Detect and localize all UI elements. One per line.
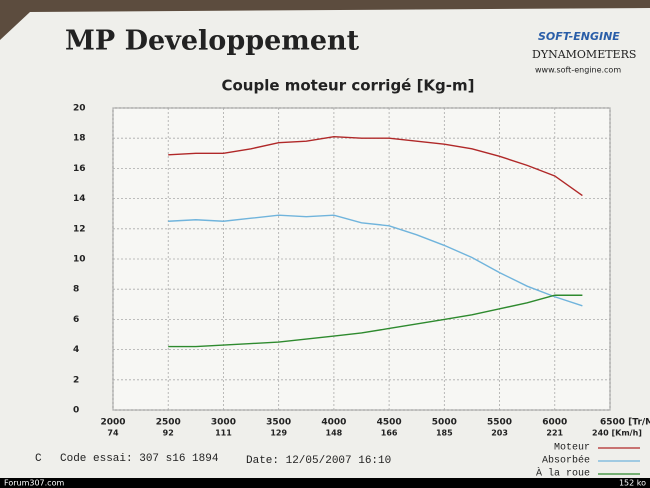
x-tick-speed: 111 <box>215 429 232 438</box>
x-tick-label: 3500 <box>266 418 291 428</box>
x-tick-speed: 203 <box>491 429 508 438</box>
x-tick-label: 2000 <box>100 418 125 428</box>
website: www.soft-engine.com <box>535 66 621 75</box>
y-tick-label: 20 <box>73 104 86 114</box>
y-tick-label: 14 <box>73 194 86 204</box>
data-line <box>168 294 583 348</box>
x-tick-label: 4000 <box>321 418 346 428</box>
x-tick-speed: 148 <box>326 429 343 438</box>
watermark-right: 152 ko <box>619 479 646 488</box>
x-tick-label: 5500 <box>487 418 512 428</box>
footer-code: Code essai: 307 s16 1894 <box>60 453 219 465</box>
footer-date: Date: 12/05/2007 16:10 <box>246 455 391 467</box>
y-tick-label: 8 <box>73 285 79 295</box>
x-tick-speed: 166 <box>381 429 398 438</box>
x-tick-label: 2500 <box>156 418 181 428</box>
y-tick-label: 6 <box>73 315 79 325</box>
logo-subtitle: DYNAMOMETERS <box>532 48 636 61</box>
data-line <box>168 135 583 197</box>
x-tick-speed: 185 <box>436 429 453 438</box>
y-tick-label: 2 <box>73 375 79 385</box>
x-tick-speed: 74 <box>107 429 119 438</box>
header-title: MP Developpement <box>65 26 360 57</box>
y-tick-label: 4 <box>73 345 79 355</box>
data-line <box>168 214 583 307</box>
x-tick-label: 6000 <box>542 418 567 428</box>
x-tick-speed: 129 <box>270 429 287 438</box>
chart-title: Couple moteur corrigé [Kg-m] <box>221 77 474 95</box>
y-tick-label: 12 <box>73 224 86 234</box>
y-tick-label: 0 <box>73 406 79 416</box>
y-tick-label: 18 <box>73 134 86 144</box>
x-tick-label: 5000 <box>432 418 457 428</box>
legend-label: À la roue <box>536 466 590 480</box>
legend-label: Absorbée <box>542 455 590 467</box>
x-tick-label: 4500 <box>377 418 402 428</box>
watermark-left: Forum307.com <box>4 479 64 488</box>
y-tick-label: 16 <box>73 164 86 174</box>
watermark-bar <box>0 478 650 488</box>
logo: SOFT-ENGINE <box>538 30 620 43</box>
y-tick-label: 10 <box>73 255 86 265</box>
x-tick-speed: 92 <box>163 429 174 438</box>
x-tick-label: 6500 [Tr/Min] <box>600 418 650 428</box>
legend-label: Moteur <box>554 443 590 454</box>
x-tick-speed: 240 [Km/h] <box>592 429 642 438</box>
x-tick-label: 3000 <box>211 418 236 428</box>
x-tick-speed: 221 <box>546 429 563 438</box>
footer-mark: C <box>35 453 42 465</box>
